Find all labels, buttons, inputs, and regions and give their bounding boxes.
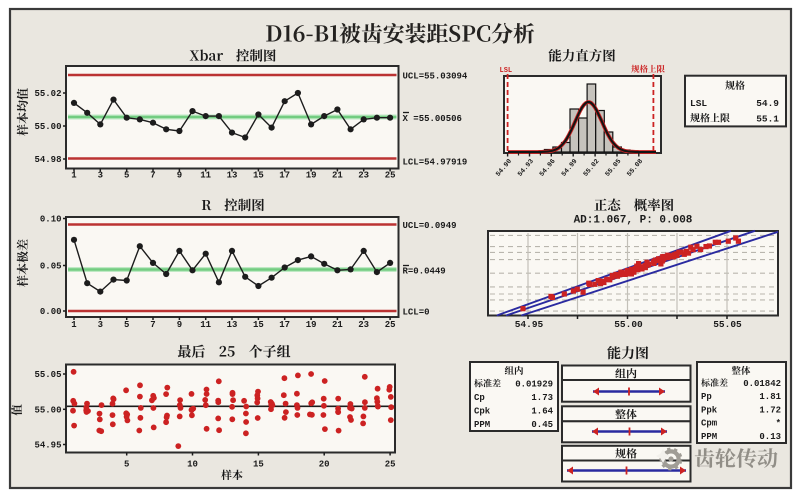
svg-text:19: 19 xyxy=(306,320,317,330)
svg-text:Ppk: Ppk xyxy=(701,405,718,415)
svg-text:PPM: PPM xyxy=(701,432,717,442)
svg-text:9: 9 xyxy=(177,171,182,181)
svg-text:1.81: 1.81 xyxy=(759,392,781,402)
svg-text:LCL=0: LCL=0 xyxy=(403,308,430,318)
svg-text:0.45: 0.45 xyxy=(531,420,553,430)
svg-text:1.64: 1.64 xyxy=(531,407,553,417)
svg-text:*: * xyxy=(776,419,781,429)
svg-text:Cpm: Cpm xyxy=(701,419,718,429)
svg-text:5: 5 xyxy=(124,460,129,470)
svg-text:0.10: 0.10 xyxy=(40,215,62,225)
svg-text:X =55.00506: X =55.00506 xyxy=(403,114,462,124)
svg-text:23: 23 xyxy=(358,171,369,181)
svg-text:21: 21 xyxy=(332,320,343,330)
svg-text:0.13: 0.13 xyxy=(759,432,781,442)
svg-text:55.1: 55.1 xyxy=(756,114,779,125)
svg-text:5: 5 xyxy=(124,320,129,330)
svg-text:Pp: Pp xyxy=(701,392,712,402)
svg-text:15: 15 xyxy=(253,171,264,181)
svg-text:7: 7 xyxy=(150,320,155,330)
svg-text:PPM: PPM xyxy=(474,420,490,430)
svg-text:LSL: LSL xyxy=(500,67,513,75)
svg-text:LCL=54.97919: LCL=54.97919 xyxy=(403,158,468,168)
svg-text:54.98: 54.98 xyxy=(34,155,61,165)
svg-text:25: 25 xyxy=(385,460,396,470)
svg-text:Cp: Cp xyxy=(474,393,485,403)
svg-text:LSL: LSL xyxy=(690,98,707,109)
svg-text:13: 13 xyxy=(227,171,238,181)
svg-text:55.00: 55.00 xyxy=(34,122,61,132)
svg-text:25: 25 xyxy=(385,171,396,181)
svg-text:15: 15 xyxy=(253,460,264,470)
svg-text:21: 21 xyxy=(332,171,343,181)
svg-text:UCL=0.0949: UCL=0.0949 xyxy=(403,221,457,231)
svg-text:0.05: 0.05 xyxy=(40,262,62,272)
svg-text:1: 1 xyxy=(71,320,77,330)
svg-text:Cpk: Cpk xyxy=(474,407,491,417)
svg-text:1: 1 xyxy=(71,171,77,181)
svg-text:54.95: 54.95 xyxy=(34,441,61,451)
svg-text:17: 17 xyxy=(279,320,290,330)
svg-text:11: 11 xyxy=(200,320,211,330)
svg-text:11: 11 xyxy=(200,171,211,181)
svg-text:54.95: 54.95 xyxy=(515,319,544,330)
svg-text:17: 17 xyxy=(279,171,290,181)
svg-text:55.02: 55.02 xyxy=(34,89,61,99)
svg-text:UCL=55.03094: UCL=55.03094 xyxy=(403,72,468,82)
svg-text:7: 7 xyxy=(150,171,155,181)
svg-text:9: 9 xyxy=(177,320,182,330)
svg-text:10: 10 xyxy=(187,460,198,470)
svg-text:5: 5 xyxy=(124,171,129,181)
svg-text:R=0.0449: R=0.0449 xyxy=(403,267,446,277)
svg-text:19: 19 xyxy=(306,171,317,181)
svg-text:25: 25 xyxy=(385,320,396,330)
svg-text:0.01842: 0.01842 xyxy=(743,379,781,389)
svg-text:13: 13 xyxy=(227,320,238,330)
svg-text:AD:1.067, P: 0.008: AD:1.067, P: 0.008 xyxy=(574,215,693,227)
svg-text:55.00: 55.00 xyxy=(614,319,643,330)
svg-text:3: 3 xyxy=(98,171,103,181)
svg-text:0.00: 0.00 xyxy=(40,307,62,317)
svg-text:0.01929: 0.01929 xyxy=(515,380,553,390)
svg-text:55.00: 55.00 xyxy=(34,405,61,415)
svg-text:15: 15 xyxy=(253,320,264,330)
svg-text:3: 3 xyxy=(98,320,103,330)
svg-text:55.05: 55.05 xyxy=(34,370,61,380)
svg-text:20: 20 xyxy=(319,460,330,470)
svg-text:1.73: 1.73 xyxy=(531,393,553,403)
svg-text:23: 23 xyxy=(358,320,369,330)
svg-text:54.9: 54.9 xyxy=(756,98,779,109)
svg-text:1.72: 1.72 xyxy=(759,405,781,415)
svg-text:55.05: 55.05 xyxy=(713,319,742,330)
